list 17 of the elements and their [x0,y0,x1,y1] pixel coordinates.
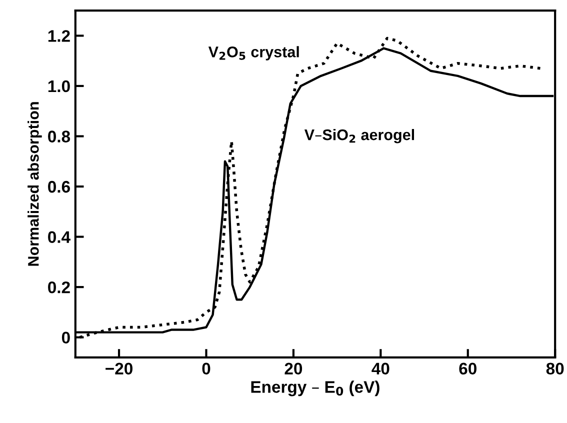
x-axis-title: Energy – E$_{0}$ (eV) [251,380,380,396]
x-tick-label: 40 [372,362,390,375]
y-axis-title: Normalized absorption [28,102,42,266]
y-tick-label: 0.6 [48,180,70,193]
y-tick-label: 0.8 [48,130,70,142]
y-tick-label: 1.2 [48,30,70,42]
x-tick-label: −20 [106,362,132,375]
x-tick-label: 20 [284,362,302,375]
series-label: V$_{2}$O$_{5}$ crystal [208,46,299,60]
x-tick-label: 60 [459,362,476,375]
x-tick-label: 80 [546,362,564,375]
y-tick-label: 0 [62,332,70,344]
y-tick-label: 0.4 [48,231,70,243]
y-tick-label: 0.2 [48,281,70,294]
x-tick-label: 0 [202,362,210,375]
series-label: V–SiO$_{2}$ aerogel [304,128,414,144]
y-tick-label: 1.0 [48,80,70,92]
